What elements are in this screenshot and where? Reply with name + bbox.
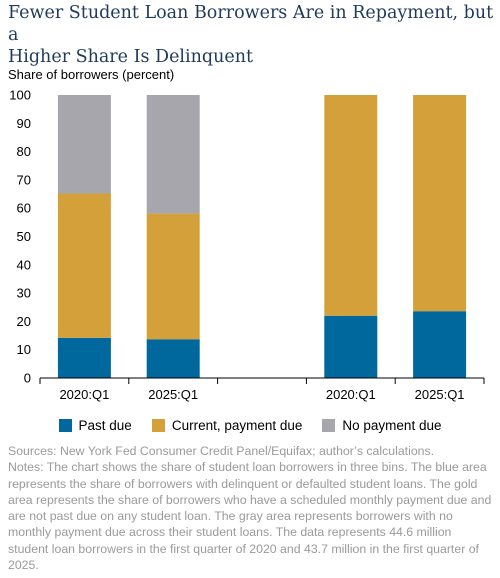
- x-tick-label: 2020:Q1: [326, 387, 376, 402]
- sources-text: Sources: New York Fed Consumer Credit Pa…: [8, 444, 435, 458]
- legend-label-past-due: Past due: [78, 418, 132, 433]
- bar-segment-past-due: [57, 337, 111, 378]
- stacked-bar-chart: 0 10 20 30 40 50 60 70 80 90 100 2020:Q1 2025:Q1 2020…: [9, 88, 485, 402]
- y-tick-label: 10: [17, 342, 31, 357]
- footer-notes: Sources: New York Fed Consumer Credit Pa…: [8, 443, 494, 573]
- legend-label-current-payment-due: Current, payment due: [171, 418, 303, 433]
- legend-item-past-due: Past due: [58, 418, 132, 433]
- title-line-2: Higher Share Is Delinquent: [8, 47, 254, 67]
- y-tick-label: 100: [9, 88, 31, 103]
- y-tick-label: 30: [17, 286, 31, 301]
- y-tick-label: 50: [17, 229, 31, 244]
- legend-swatch-current-payment-due: [151, 419, 165, 432]
- legend-swatch-no-payment-due: [322, 419, 336, 432]
- legend-item-current-payment-due: Current, payment due: [151, 418, 303, 433]
- x-tick-label: 2025:Q1: [415, 387, 465, 402]
- legend-label-no-payment-due: No payment due: [342, 418, 442, 433]
- bar-segment-past-due: [146, 339, 200, 378]
- bar-segment-no-payment-due: [57, 95, 111, 194]
- bar-segment-current-payment-due: [324, 95, 378, 316]
- y-tick-label: 90: [17, 116, 31, 131]
- bar-segment-current-payment-due: [57, 193, 111, 338]
- x-tick-label: 2025:Q1: [148, 387, 198, 402]
- y-tick-label: 0: [24, 371, 31, 386]
- legend-item-no-payment-due: No payment due: [322, 418, 441, 433]
- bar-segment-past-due: [413, 311, 467, 378]
- y-axis-label: Share of borrowers (percent): [8, 67, 175, 82]
- legend: Past due Current, payment due No payment…: [0, 418, 500, 433]
- y-tick-label: 80: [17, 144, 31, 159]
- notes-text: Notes: The chart shows the share of stud…: [8, 460, 492, 573]
- y-tick-label: 70: [17, 172, 31, 187]
- legend-swatch-past-due: [58, 419, 72, 432]
- bar-segment-current-payment-due: [413, 95, 467, 312]
- bar-segment-current-payment-due: [146, 213, 200, 340]
- bar-segment-no-payment-due: [146, 95, 200, 214]
- title-line-1: Fewer Student Loan Borrowers Are in Repa…: [8, 3, 494, 45]
- chart-title: Fewer Student Loan Borrowers Are in Repa…: [8, 2, 494, 68]
- y-tick-label: 40: [17, 257, 31, 272]
- y-tick-label: 20: [17, 314, 31, 329]
- y-tick-label: 60: [17, 201, 31, 216]
- bar-segment-past-due: [324, 315, 378, 378]
- x-tick-label: 2020:Q1: [59, 387, 109, 402]
